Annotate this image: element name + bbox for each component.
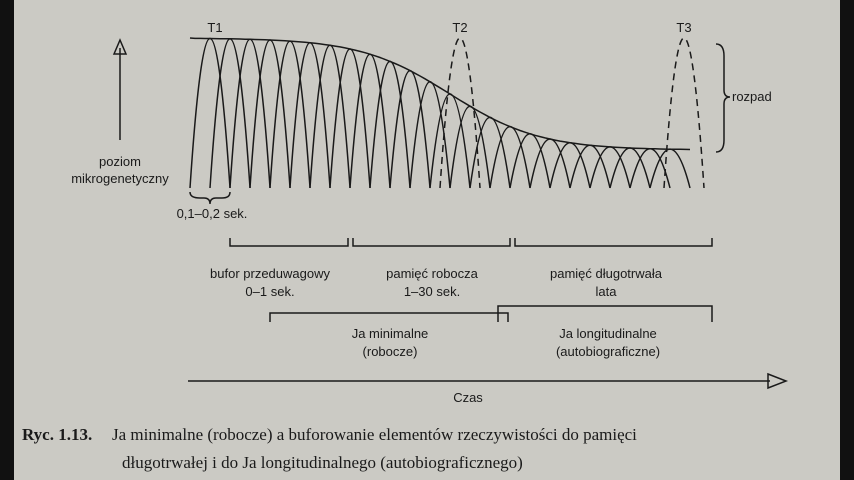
decay-label: rozpad bbox=[732, 89, 772, 104]
book-page bbox=[14, 0, 840, 480]
marker: T2 bbox=[452, 20, 467, 35]
envelope bbox=[189, 37, 691, 151]
bracket bbox=[514, 238, 713, 247]
caption-line: Ja minimalne (robocze) a buforowanie ele… bbox=[112, 425, 637, 444]
self-note: (autobiograficzne) bbox=[556, 344, 660, 359]
stage-duration: 1–30 sek. bbox=[404, 284, 460, 299]
y-axis-label: mikrogenetyczny bbox=[71, 171, 169, 186]
self-name: Ja longitudinalne bbox=[559, 326, 657, 341]
stage-name: pamięć robocza bbox=[386, 266, 479, 281]
marker: T1 bbox=[207, 20, 222, 35]
stage-duration: lata bbox=[596, 284, 618, 299]
time-arrow-head bbox=[767, 372, 789, 390]
interval-brace bbox=[189, 191, 231, 205]
interval-label: 0,1–0,2 sek. bbox=[177, 206, 248, 221]
y-axis-label: poziom bbox=[99, 154, 141, 169]
stage-duration: 0–1 sek. bbox=[245, 284, 294, 299]
bracket bbox=[269, 312, 509, 322]
decay-brace bbox=[715, 43, 731, 153]
self-note: (robocze) bbox=[363, 344, 418, 359]
caption-line: długotrwałej i do Ja longitudinalnego (a… bbox=[122, 453, 523, 472]
stage-name: pamięć długotrwała bbox=[550, 266, 663, 281]
caption-number: Ryc. 1.13. bbox=[22, 425, 92, 444]
self-name: Ja minimalne bbox=[352, 326, 429, 341]
bracket bbox=[229, 238, 349, 247]
bracket bbox=[352, 238, 511, 247]
up-arrow-head bbox=[112, 38, 128, 55]
time-label: Czas bbox=[453, 390, 483, 405]
stage-name: bufor przeduwagowy bbox=[210, 266, 330, 281]
marker: T3 bbox=[676, 20, 691, 35]
bracket bbox=[497, 305, 713, 322]
